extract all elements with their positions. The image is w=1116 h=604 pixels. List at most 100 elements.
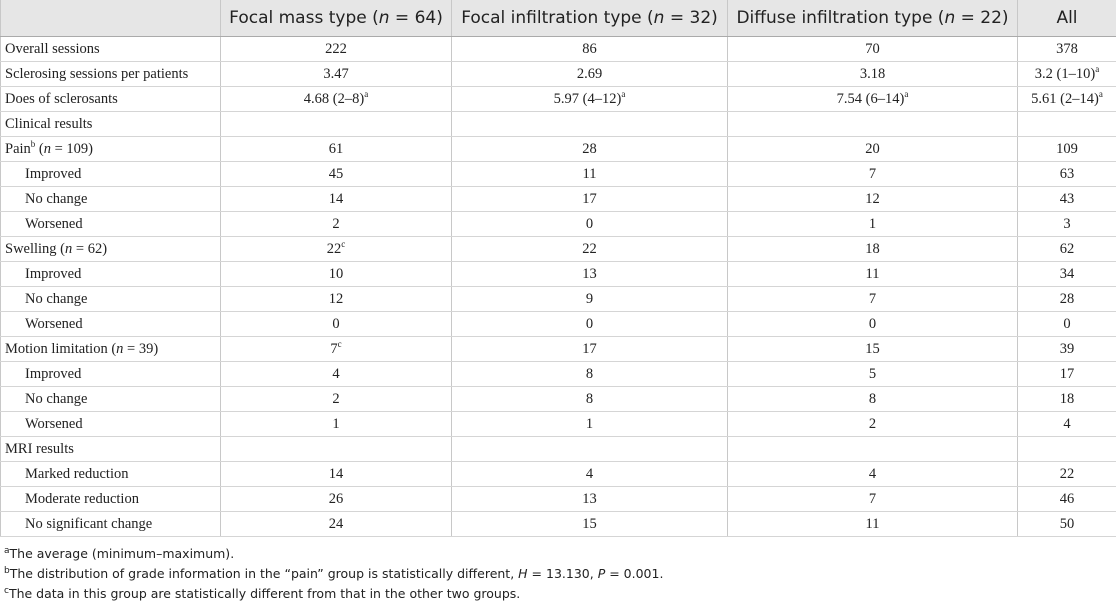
table-row: No change 12 9 7 28 [0, 286, 1116, 312]
table-cell: 1 [727, 211, 1018, 237]
table-cell [1017, 436, 1116, 462]
text-run: = 64) [389, 8, 443, 28]
text-run: c [341, 238, 346, 249]
table-cell: 28 [1017, 286, 1116, 312]
table-row: No change 2 8 8 18 [0, 386, 1116, 412]
text-run: Swelling ( [5, 240, 66, 257]
text-run: n [653, 8, 665, 28]
table-cell: No significant change [0, 511, 221, 537]
header-row: Focal mass type (n = 64) Focal infiltrati… [0, 0, 1116, 37]
table-cell: 12 [220, 286, 452, 312]
table-row: Improved 45 11 7 63 [0, 161, 1116, 187]
table-cell: Improved [0, 161, 221, 187]
table-cell: 4.68 (2–8)a [220, 86, 452, 112]
table-row: Motion limitation (n = 39) 7c 17 15 39 [0, 336, 1116, 362]
table-cell: 9 [451, 286, 728, 312]
text-run: = 13.130, [527, 566, 598, 581]
table-cell: 12 [727, 186, 1018, 212]
table-cell: 7 [727, 486, 1018, 512]
table-cell: 10 [220, 261, 452, 287]
text-run: P [597, 566, 606, 581]
table-cell: 3.47 [220, 61, 452, 87]
table-row: Moderate reduction 26 13 7 46 [0, 486, 1116, 512]
table-cell: 2 [727, 411, 1018, 437]
text-run: c [337, 338, 342, 349]
table-cell: 11 [727, 511, 1018, 537]
text-run: 3.2 (1–10) [1034, 65, 1096, 82]
table-cell: 7.54 (6–14)a [727, 86, 1018, 112]
table-cell: No change [0, 286, 221, 312]
table-cell: 26 [220, 486, 452, 512]
text-run: a [4, 545, 10, 556]
table-cell: 109 [1017, 136, 1116, 162]
table-cell: Improved [0, 261, 221, 287]
table-cell: 13 [451, 261, 728, 287]
text-run: The data in this group are statistically… [8, 586, 521, 601]
text-run: = 22) [955, 8, 1009, 28]
table-row: Swelling (n = 62) 22c 22 18 62 [0, 236, 1116, 262]
table-cell: 24 [220, 511, 452, 537]
table-cell: 0 [727, 311, 1018, 337]
table-cell: 2 [220, 211, 452, 237]
text-run: a [1095, 63, 1100, 74]
text-run: The average (minimum–maximum). [9, 546, 235, 561]
text-run: a [364, 88, 369, 99]
table-cell: 14 [220, 186, 452, 212]
table-cell: Worsened [0, 311, 221, 337]
text-run: n [65, 240, 73, 257]
table-cell: 0 [451, 311, 728, 337]
table-cell: Clinical results [0, 111, 221, 137]
table-row: Clinical results [0, 111, 1116, 137]
table-cell: 39 [1017, 336, 1116, 362]
text-run: The distribution of grade information in… [9, 566, 519, 581]
text-run: c [4, 585, 9, 596]
table-cell: 5 [727, 361, 1018, 387]
text-run: a [1098, 88, 1103, 99]
table-cell: 11 [727, 261, 1018, 287]
table-cell: 3.2 (1–10)a [1017, 61, 1116, 87]
text-run: b [4, 565, 10, 576]
table-cell [220, 436, 452, 462]
table-cell: 8 [451, 361, 728, 387]
table-row: MRI results [0, 436, 1116, 462]
text-run: n [944, 8, 956, 28]
table-cell: 17 [451, 186, 728, 212]
table-cell [1017, 111, 1116, 137]
table-cell: Swelling (n = 62) [0, 236, 221, 262]
table-cell: 378 [1017, 36, 1116, 62]
table-row: Painb (n = 109) 61 28 20 109 [0, 136, 1116, 162]
table-cell: 18 [727, 236, 1018, 262]
table-cell: 4 [727, 461, 1018, 487]
text-run: Diffuse infiltration type ( [736, 8, 945, 28]
table-cell: 11 [451, 161, 728, 187]
table-cell: 43 [1017, 186, 1116, 212]
text-run: = 62) [72, 240, 108, 257]
header-cell: Diffuse infiltration type (n = 22) [727, 0, 1018, 37]
table-cell: 5.61 (2–14)a [1017, 86, 1116, 112]
table-cell: 50 [1017, 511, 1116, 537]
table-cell: 13 [451, 486, 728, 512]
text-run: b [30, 138, 36, 149]
header-cell [0, 0, 221, 37]
table-cell: 222 [220, 36, 452, 62]
table-cell: 7 [727, 286, 1018, 312]
footnote: aThe average (minimum–maximum). [4, 544, 663, 564]
text-run: H [518, 566, 528, 581]
table-cell: 20 [727, 136, 1018, 162]
text-run: Pain [5, 140, 31, 157]
table-row: Marked reduction 14 4 4 22 [0, 461, 1116, 487]
table-cell: 1 [220, 411, 452, 437]
table-cell: 0 [1017, 311, 1116, 337]
table-cell: 1 [451, 411, 728, 437]
table-cell: 28 [451, 136, 728, 162]
table-cell: 8 [451, 386, 728, 412]
footnote: cThe data in this group are statisticall… [4, 584, 663, 604]
table-cell [727, 111, 1018, 137]
text-run: = 109) [51, 140, 94, 157]
table-cell: 4 [451, 461, 728, 487]
table-row: Does of sclerosants 4.68 (2–8)a 5.97 (4–12… [0, 86, 1116, 112]
results-table: Focal mass type (n = 64) Focal infiltrati… [0, 0, 1116, 537]
table-cell: 0 [451, 211, 728, 237]
text-run: Focal infiltration type ( [461, 8, 654, 28]
